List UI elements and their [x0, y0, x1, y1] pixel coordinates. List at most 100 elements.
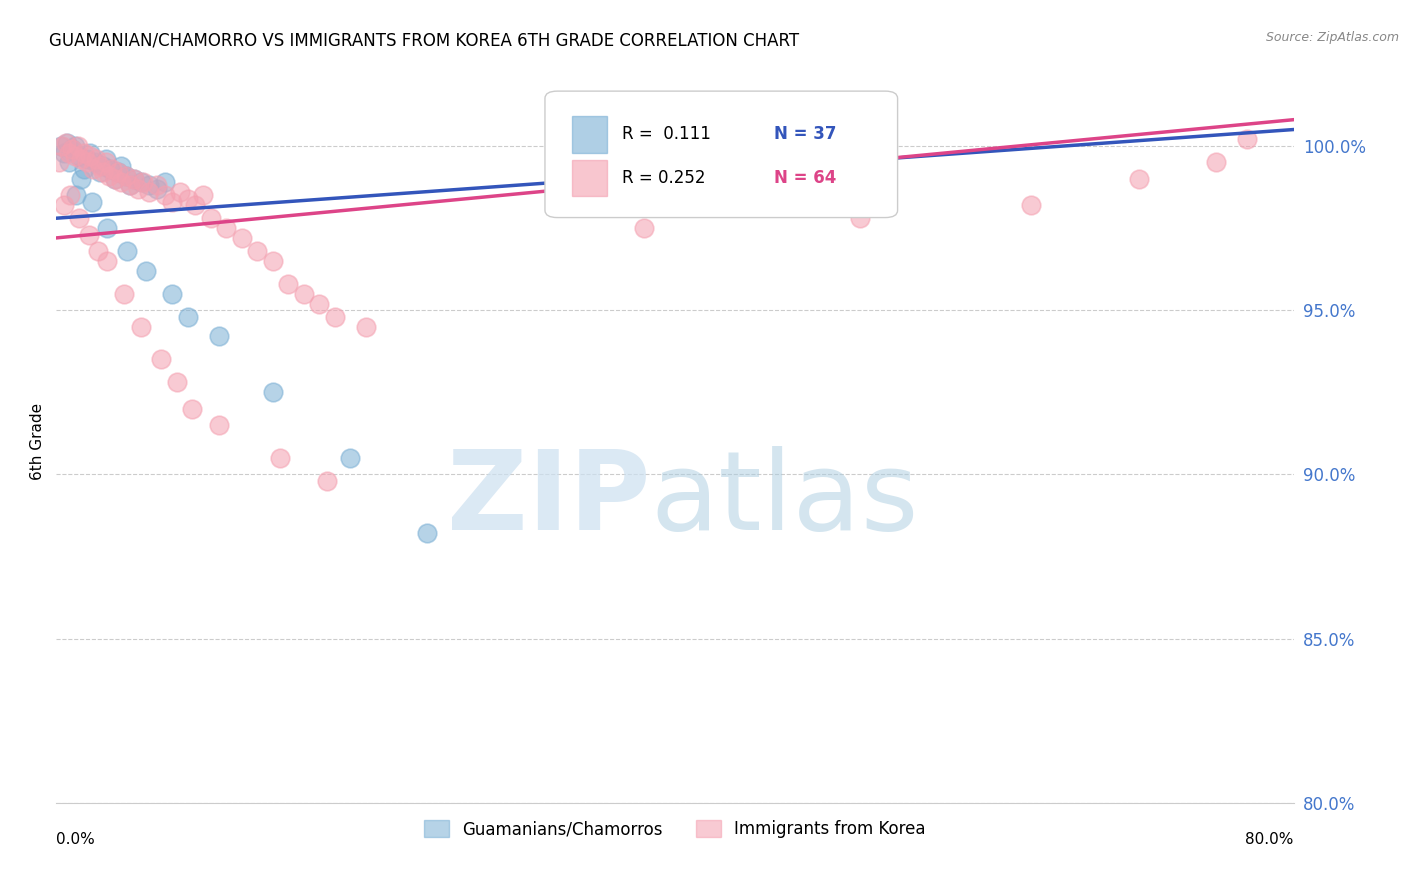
FancyBboxPatch shape: [546, 91, 897, 218]
Point: [59, 188, 82, 202]
Point: [122, 171, 145, 186]
Point: [86, 152, 108, 166]
Point: [277, 277, 299, 291]
Point: [162, 286, 183, 301]
Point: [262, 385, 284, 400]
Point: [177, 192, 200, 206]
Point: [91, 159, 114, 173]
Point: [129, 175, 153, 189]
Point: [60, 142, 83, 156]
Point: [91, 165, 114, 179]
Y-axis label: 6th Grade: 6th Grade: [30, 403, 45, 480]
Text: atlas: atlas: [650, 446, 918, 553]
Point: [416, 526, 439, 541]
Point: [60, 142, 83, 156]
Point: [87, 244, 110, 258]
Point: [127, 182, 149, 196]
Point: [135, 264, 157, 278]
Point: [308, 296, 330, 310]
Point: [117, 244, 139, 258]
Text: 0.0%: 0.0%: [56, 831, 96, 847]
Point: [246, 244, 269, 258]
Point: [1128, 171, 1150, 186]
Point: [166, 376, 188, 390]
Point: [79, 149, 101, 163]
Point: [146, 182, 169, 196]
Point: [115, 169, 138, 183]
Point: [63, 139, 86, 153]
Text: ZIP: ZIP: [447, 446, 650, 553]
Point: [63, 149, 86, 163]
Point: [58, 155, 80, 169]
Point: [162, 194, 183, 209]
Point: [184, 198, 207, 212]
Point: [153, 188, 176, 202]
Bar: [572, 160, 607, 196]
Point: [208, 418, 231, 433]
Point: [104, 171, 127, 186]
Point: [96, 221, 118, 235]
Point: [69, 211, 90, 226]
Point: [110, 175, 132, 189]
Point: [56, 136, 79, 150]
Point: [55, 136, 77, 150]
Point: [76, 155, 98, 169]
Text: 80.0%: 80.0%: [1246, 831, 1294, 847]
Text: N = 64: N = 64: [773, 169, 837, 186]
Point: [66, 139, 89, 153]
Point: [215, 221, 238, 235]
Text: R = 0.252: R = 0.252: [621, 169, 706, 186]
Point: [89, 165, 111, 179]
Point: [1019, 198, 1042, 212]
Point: [58, 145, 80, 160]
Point: [262, 254, 284, 268]
Point: [354, 319, 377, 334]
Point: [122, 171, 145, 186]
Text: R =  0.111: R = 0.111: [621, 126, 710, 144]
Point: [633, 221, 655, 235]
Point: [112, 286, 135, 301]
Text: Source: ZipAtlas.com: Source: ZipAtlas.com: [1265, 31, 1399, 45]
Point: [270, 450, 292, 465]
Point: [339, 450, 361, 465]
Point: [153, 175, 176, 189]
Point: [69, 149, 90, 163]
Point: [80, 194, 103, 209]
Point: [51, 139, 73, 153]
Point: [150, 352, 173, 367]
Point: [97, 169, 120, 183]
Point: [138, 185, 160, 199]
Point: [115, 169, 138, 183]
Point: [316, 474, 339, 488]
Point: [1205, 155, 1227, 169]
Point: [208, 329, 231, 343]
Point: [138, 178, 160, 193]
Point: [70, 152, 93, 166]
Point: [181, 401, 204, 416]
Point: [132, 175, 155, 189]
Point: [120, 178, 142, 193]
Point: [84, 155, 107, 169]
Bar: [572, 116, 607, 153]
Point: [77, 227, 100, 242]
Point: [104, 171, 127, 186]
Point: [169, 185, 191, 199]
Point: [120, 178, 142, 193]
Point: [94, 155, 117, 169]
Point: [231, 231, 253, 245]
Point: [48, 155, 70, 169]
Point: [110, 159, 132, 173]
Point: [53, 145, 76, 160]
Point: [79, 145, 101, 160]
Point: [53, 198, 76, 212]
Legend: Guamanians/Chamorros, Immigrants from Korea: Guamanians/Chamorros, Immigrants from Ko…: [418, 814, 932, 845]
Point: [101, 161, 124, 176]
Point: [82, 161, 104, 176]
Point: [323, 310, 346, 324]
Point: [107, 165, 129, 179]
Point: [49, 139, 72, 153]
Point: [70, 171, 93, 186]
Point: [89, 159, 111, 173]
Point: [107, 165, 129, 179]
Text: GUAMANIAN/CHAMORRO VS IMMIGRANTS FROM KOREA 6TH GRADE CORRELATION CHART: GUAMANIAN/CHAMORRO VS IMMIGRANTS FROM KO…: [49, 31, 800, 49]
